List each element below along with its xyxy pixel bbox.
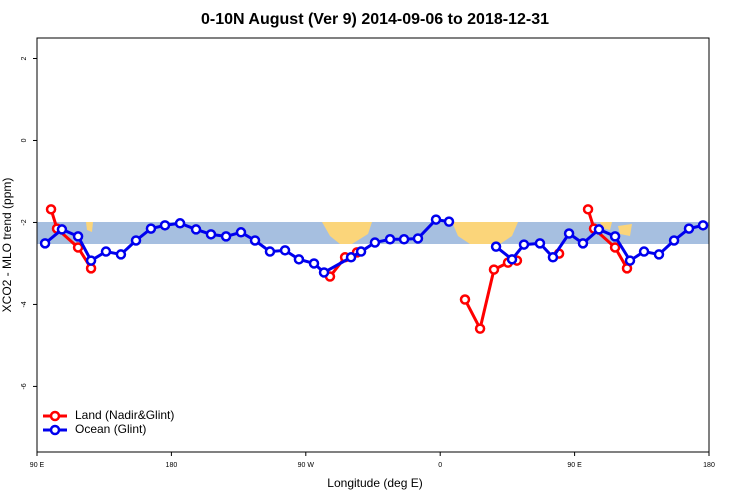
legend-marker [49,424,61,436]
data-point [653,249,665,260]
y-tick-label: 0 [21,138,28,142]
data-point [624,255,636,266]
data-point [534,238,546,249]
data-point [638,246,650,257]
data-point [279,245,291,256]
land-patch [452,222,518,244]
land-patch [86,222,93,232]
data-point [609,242,621,253]
data-point [39,238,51,249]
data-point [205,229,217,240]
data-point [318,267,330,278]
data-point [174,218,186,229]
data-point [697,220,709,231]
legend-label: Ocean (Glint) [75,422,146,436]
data-point [593,224,605,235]
data-point [490,241,502,252]
data-point [308,258,320,269]
data-point [235,227,247,238]
data-point [145,223,157,234]
x-tick-label: 90 W [298,462,315,469]
data-point [130,235,142,246]
data-point [459,294,471,305]
data-point [668,235,680,246]
data-point [582,204,594,215]
y-tick-label: -4 [21,301,28,307]
data-point [45,204,57,215]
data-point [355,246,367,257]
data-point [577,238,589,249]
x-tick-label: 90 E [30,462,45,469]
data-point [384,234,396,245]
data-point [443,216,455,227]
data-point [412,233,424,244]
data-point [398,234,410,245]
data-point [430,214,442,225]
data-point [518,239,530,250]
y-tick-label: -2 [21,219,28,225]
data-point [488,264,500,275]
chart-title: 0-10N August (Ver 9) 2014-09-06 to 2018-… [201,11,549,28]
data-point [72,231,84,242]
data-point [159,220,171,231]
y-tick-label: 2 [21,56,28,60]
legend-marker [49,410,61,422]
y-tick-label: -6 [21,383,28,389]
data-point [220,231,232,242]
data-point [249,235,261,246]
data-point [100,246,112,257]
data-point [115,249,127,260]
data-point [264,246,276,257]
data-point [474,323,486,334]
data-point [547,252,559,263]
y-axis-label: XCO2 - MLO trend (ppm) [0,178,14,313]
x-tick-label: 0 [438,462,442,469]
x-tick-label: 180 [703,462,715,469]
legend-label: Land (Nadir&Glint) [75,408,174,422]
x-tick-label: 90 E [567,462,582,469]
x-tick-label: 180 [166,462,178,469]
data-point [293,254,305,265]
data-point [563,228,575,239]
data-point [506,254,518,265]
data-point [85,255,97,266]
x-axis-label: Longitude (deg E) [327,476,422,490]
data-point [609,231,621,242]
land-patch [322,222,372,244]
data-point [369,237,381,248]
data-point [190,224,202,235]
data-point [683,223,695,234]
data-point [56,224,68,235]
plot-frame [36,37,710,453]
land-patch [618,224,632,236]
data-point [72,242,84,253]
data-point [345,252,357,263]
